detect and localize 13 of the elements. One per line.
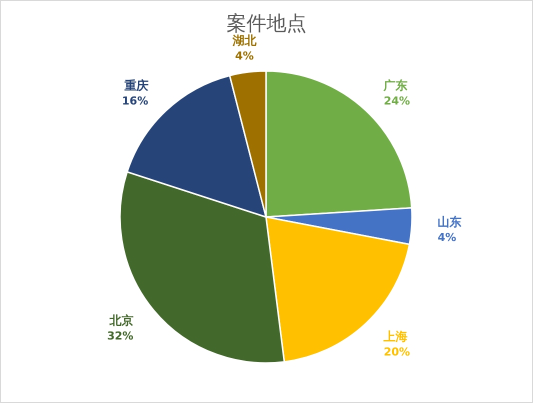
- slice-label: 山东: [438, 214, 462, 229]
- data-label: 24%: [384, 94, 410, 108]
- slice-label: 上海: [382, 329, 408, 344]
- slice-label: 北京: [108, 314, 134, 328]
- data-label: 16%: [122, 94, 148, 108]
- slice-label: 重庆: [123, 78, 148, 93]
- chart-title: 案件地点: [226, 11, 306, 35]
- data-label: 4%: [235, 49, 254, 62]
- data-label: 32%: [107, 330, 134, 343]
- data-label: 20%: [384, 345, 410, 358]
- data-label: 4%: [438, 230, 456, 244]
- slice-label: 广东: [382, 78, 408, 93]
- slice-label: 湖北: [231, 33, 258, 48]
